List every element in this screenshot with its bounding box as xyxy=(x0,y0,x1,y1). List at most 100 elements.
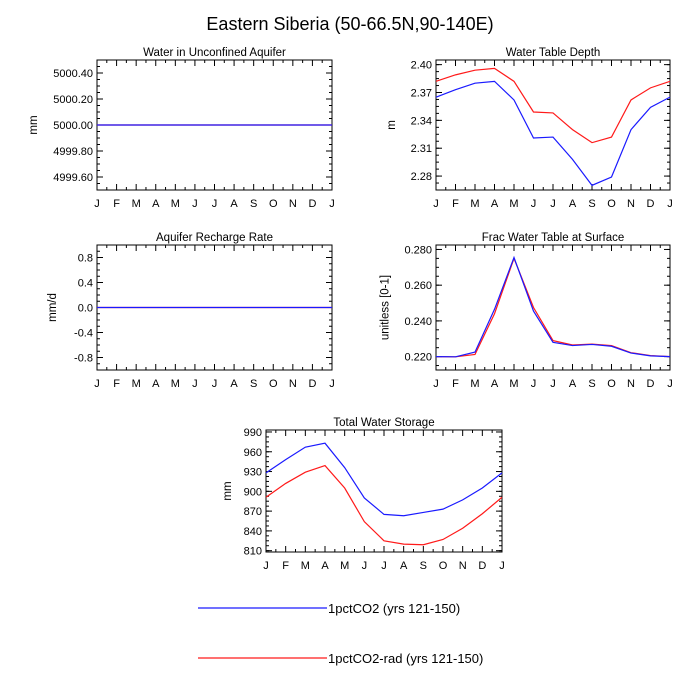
x-tick-label: D xyxy=(647,198,655,210)
panel-title: Aquifer Recharge Rate xyxy=(156,232,273,244)
panel-title: Frac Water Table at Surface xyxy=(482,232,625,244)
y-tick-label: 5000.00 xyxy=(53,120,93,132)
x-tick-label: J xyxy=(329,198,335,210)
y-tick-label: 5000.20 xyxy=(53,94,93,106)
series-line-1pctco2 xyxy=(435,80,671,187)
x-tick-label: M xyxy=(301,560,310,572)
x-tick-label: S xyxy=(588,198,595,210)
y-tick-label: 2.28 xyxy=(411,171,432,183)
x-tick-label: A xyxy=(321,560,329,572)
y-tick-label: 900 xyxy=(244,486,262,498)
x-tick-label: D xyxy=(308,198,316,210)
x-tick-label: F xyxy=(452,198,459,210)
y-tick-label: 4999.60 xyxy=(53,172,93,184)
x-tick-label: A xyxy=(152,378,160,390)
x-tick-label: N xyxy=(459,560,467,572)
x-tick-label: A xyxy=(230,378,238,390)
x-tick-label: A xyxy=(569,198,577,210)
x-tick-label: J xyxy=(550,378,556,390)
y-tick-label: 5000.40 xyxy=(53,68,93,80)
y-axis-label: unitless [0-1] xyxy=(380,275,392,340)
x-tick-label: J xyxy=(499,560,505,572)
x-tick-label: J xyxy=(212,198,218,210)
y-axis-label: m xyxy=(386,120,398,130)
series-line-1pctco2 xyxy=(435,255,671,358)
y-tick-label: 930 xyxy=(244,467,262,479)
x-tick-label: S xyxy=(250,198,257,210)
y-tick-label: 870 xyxy=(244,506,262,518)
y-tick-label: -0.4 xyxy=(74,328,93,340)
x-tick-label: M xyxy=(340,560,349,572)
x-tick-label: J xyxy=(263,560,269,572)
y-tick-label: -0.8 xyxy=(74,353,93,365)
x-tick-label: M xyxy=(132,198,141,210)
x-tick-label: J xyxy=(192,198,198,210)
legend: 1pctCO2 (yrs 121-150) 1pctCO2-rad (yrs 12… xyxy=(198,601,483,666)
x-tick-label: M xyxy=(171,198,180,210)
panel-title: Water in Unconfined Aquifer xyxy=(143,47,286,59)
x-tick-label: J xyxy=(94,378,100,390)
x-tick-label: N xyxy=(627,198,635,210)
x-tick-label: O xyxy=(607,378,616,390)
y-tick-label: 840 xyxy=(244,526,262,538)
x-tick-label: M xyxy=(470,198,479,210)
x-tick-label: J xyxy=(667,378,673,390)
x-tick-label: M xyxy=(509,198,518,210)
x-tick-label: D xyxy=(647,378,655,390)
panel-title: Total Water Storage xyxy=(333,417,434,429)
figure-title: Eastern Siberia (50-66.5N,90-140E) xyxy=(206,14,493,34)
plot-frame xyxy=(265,429,503,553)
y-tick-label: 0.280 xyxy=(404,244,432,256)
legend-label-1pctco2: 1pctCO2 (yrs 121-150) xyxy=(328,601,460,616)
plot-frame xyxy=(435,244,671,371)
x-tick-label: D xyxy=(308,378,316,390)
y-tick-label: 4999.80 xyxy=(53,146,93,158)
y-axis-label: mm xyxy=(28,115,40,134)
x-tick-label: A xyxy=(491,198,499,210)
legend-label-1pctco2-rad: 1pctCO2-rad (yrs 121-150) xyxy=(328,651,483,666)
x-tick-label: J xyxy=(362,560,368,572)
x-tick-label: O xyxy=(607,198,616,210)
x-tick-label: S xyxy=(588,378,595,390)
y-axis-label: mm xyxy=(222,481,234,500)
x-tick-label: M xyxy=(470,378,479,390)
x-tick-label: F xyxy=(282,560,289,572)
x-tick-label: A xyxy=(152,198,160,210)
y-tick-label: 2.37 xyxy=(411,88,432,100)
x-tick-label: O xyxy=(439,560,448,572)
x-tick-label: J xyxy=(433,378,439,390)
x-tick-label: A xyxy=(569,378,577,390)
y-tick-label: 0.260 xyxy=(404,280,432,292)
y-tick-label: 0.8 xyxy=(78,253,93,265)
x-tick-label: J xyxy=(329,378,335,390)
y-tick-label: 0.4 xyxy=(78,278,93,290)
series-line-1pctco2 xyxy=(265,442,503,517)
y-tick-label: 2.31 xyxy=(411,143,432,155)
x-tick-label: J xyxy=(212,378,218,390)
y-axis-label: mm/d xyxy=(47,293,59,322)
x-tick-label: N xyxy=(289,198,297,210)
y-tick-label: 0.220 xyxy=(404,352,432,364)
x-tick-label: O xyxy=(269,198,278,210)
x-tick-label: J xyxy=(94,198,100,210)
x-tick-label: A xyxy=(400,560,408,572)
x-tick-label: J xyxy=(531,378,537,390)
y-tick-label: 990 xyxy=(244,427,262,439)
y-tick-label: 2.34 xyxy=(411,115,432,127)
y-tick-label: 0.0 xyxy=(78,303,93,315)
x-tick-label: M xyxy=(171,378,180,390)
x-tick-label: J xyxy=(531,198,537,210)
x-tick-label: J xyxy=(433,198,439,210)
y-tick-label: 960 xyxy=(244,447,262,459)
x-tick-label: F xyxy=(113,378,120,390)
panel-title: Water Table Depth xyxy=(506,47,601,59)
x-tick-label: S xyxy=(250,378,257,390)
x-tick-label: A xyxy=(230,198,238,210)
x-tick-label: J xyxy=(667,198,673,210)
